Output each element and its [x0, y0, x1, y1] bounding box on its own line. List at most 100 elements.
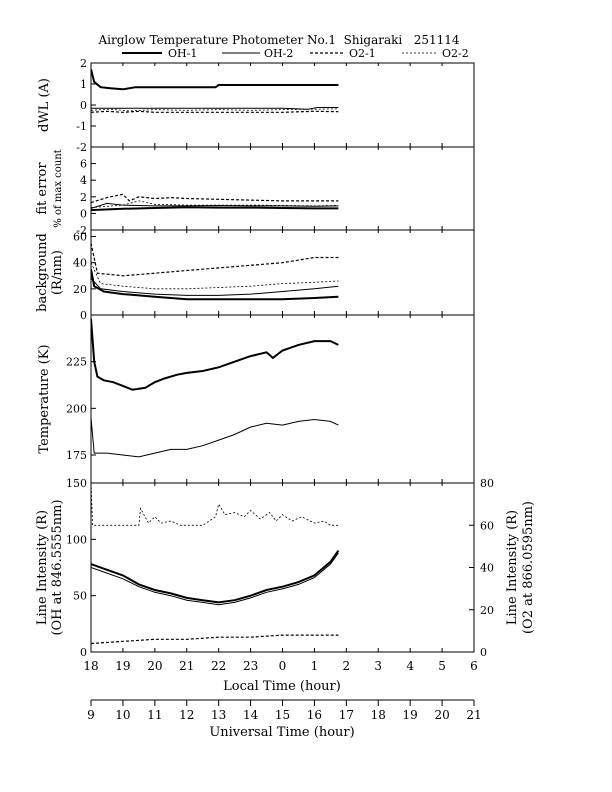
- panel-series-bg: [91, 242, 339, 301]
- y-tick-label-bg: 40: [73, 257, 87, 270]
- y2-axis-label-intensity: Line Intensity (R): [505, 510, 520, 625]
- series-line-bg-oh-1: [91, 269, 339, 301]
- y-axis-label-temp: Temperature (K): [37, 344, 52, 453]
- series-line-bg-oh-2: [91, 278, 339, 296]
- x-tick-label-universal: 12: [179, 708, 194, 722]
- x-tick-label-local: 5: [438, 659, 446, 673]
- series-line-intensity-o2-2: [91, 483, 339, 526]
- x-tick-label-universal: 20: [434, 708, 449, 722]
- x-tick-label-local: 20: [147, 659, 162, 673]
- legend-label-o2-2: O2-2: [442, 47, 469, 60]
- series-line-intensity-o2-1: [91, 634, 339, 645]
- y-tick-label-dwl: 1: [80, 78, 87, 91]
- y-tick-label-fit: 6: [80, 158, 87, 171]
- y-tick-label-intensity: 50: [73, 590, 87, 603]
- y2-axis-label-intensity: (O2 at 866.0595nm): [521, 501, 536, 634]
- series-line-dwl-o2-1: [91, 110, 339, 113]
- x-tick-label-universal: 10: [115, 708, 130, 722]
- y-tick-label-dwl: 2: [80, 57, 87, 70]
- y2-tick-label-intensity: 80: [480, 477, 494, 490]
- x-tick-label-universal: 13: [211, 708, 226, 722]
- x-tick-label-universal: 15: [275, 708, 290, 722]
- y-tick-label-dwl: -2: [76, 141, 87, 154]
- y-axis-label-fit: fit error: [35, 162, 50, 215]
- series-layer: [91, 69, 340, 645]
- y-tick-label-bg: 20: [73, 283, 87, 296]
- panel-series-dwl: [91, 69, 339, 113]
- x-tick-label-local: 0: [279, 659, 287, 673]
- y-tick-label-dwl: -1: [76, 120, 87, 133]
- y-tick-label-intensity: 0: [80, 646, 87, 659]
- x-tick-label-universal: 21: [466, 708, 481, 722]
- legend-label-oh-2: OH-2: [264, 47, 293, 60]
- x-tick-label-universal: 18: [371, 708, 386, 722]
- series-line-intensity-oh-2: [91, 552, 339, 606]
- x-tick-label-local: 18: [83, 659, 98, 673]
- y-tick-label-intensity: 100: [66, 533, 87, 546]
- x-tick-label-universal: 14: [243, 708, 259, 722]
- y2-tick-label-intensity: 40: [480, 562, 494, 575]
- series-line-temp-oh-1: [91, 318, 339, 391]
- series-line-dwl-oh-1: [91, 69, 339, 91]
- y-tick-label-temp: 225: [66, 356, 87, 369]
- y2-tick-label-intensity: 0: [480, 646, 487, 659]
- x-tick-label-universal: 19: [403, 708, 418, 722]
- y-tick-label-temp: 200: [66, 402, 87, 415]
- series-line-bg-o2-2: [91, 262, 339, 290]
- y-tick-label-fit: 2: [80, 191, 87, 204]
- x-tick-label-local: 4: [406, 659, 414, 673]
- x-tick-label-universal: 16: [307, 708, 322, 722]
- panel-frame-intensity: [90, 482, 475, 653]
- x-tick-label-universal: 11: [147, 708, 162, 722]
- panel-frame-fit: [90, 146, 475, 231]
- x-tick-label-universal: 9: [87, 708, 95, 722]
- panel-series-intensity: [91, 483, 340, 645]
- x-tick-label-universal: 17: [339, 708, 354, 722]
- series-line-fit-o2-2: [91, 200, 339, 208]
- series-line-temp-oh-2: [91, 417, 339, 458]
- x-tick-label-local: 6: [470, 659, 478, 673]
- panel-frame-bg: [90, 229, 475, 316]
- series-line-intensity-oh-1: [91, 550, 340, 604]
- legend: OH-1 OH-2 O2-1 O2-2: [122, 47, 469, 60]
- x-tick-label-local: 22: [211, 659, 226, 673]
- panel-series-fit: [91, 193, 339, 212]
- y-tick-label-bg: 60: [73, 231, 87, 244]
- series-line-fit-oh-1: [91, 206, 339, 212]
- y-tick-label-intensity: 150: [66, 477, 87, 490]
- y-axis-label-intensity: Line Intensity (R): [35, 510, 50, 625]
- x-axis-label-local: Local Time (hour): [223, 679, 341, 694]
- y2-tick-label-intensity: 60: [480, 519, 494, 532]
- panel-frames: [90, 62, 475, 653]
- x-tick-label-local: 2: [343, 659, 351, 673]
- series-line-dwl-o2-2: [91, 108, 339, 112]
- y-tick-label-fit: 0: [80, 207, 87, 220]
- y-axis-label-fit: % of max count: [53, 149, 64, 227]
- panel-frame-temp: [90, 314, 475, 484]
- series-line-bg-o2-1: [91, 242, 339, 277]
- x-axis-label-universal: Universal Time (hour): [209, 725, 354, 740]
- y-axis-label-dwl: dWL (A): [37, 78, 52, 132]
- series-line-fit-o2-1: [91, 193, 339, 204]
- y-axis-label-intensity: (OH at 846.5555nm): [50, 499, 65, 635]
- series-line-dwl-oh-2: [91, 107, 339, 110]
- legend-label-o2-1: O2-1: [349, 47, 376, 60]
- chart-title: Airglow Temperature Photometer No.1 Shig…: [98, 33, 460, 47]
- x-tick-label-local: 23: [243, 659, 258, 673]
- y-tick-label-fit: 4: [80, 174, 87, 187]
- panel-frame-dwl: [90, 62, 475, 148]
- y2-tick-label-intensity: 20: [480, 604, 494, 617]
- y-tick-label-temp: 175: [66, 449, 87, 462]
- y-tick-label-dwl: 0: [80, 99, 87, 112]
- x-tick-label-local: 3: [374, 659, 382, 673]
- panel-series-temp: [91, 318, 339, 458]
- y-tick-label-bg: 0: [80, 309, 87, 322]
- y-axis-label-bg: (R/nm): [50, 250, 65, 295]
- y-tick-label-fit: -2: [76, 224, 87, 237]
- x-tick-label-local: 19: [115, 659, 130, 673]
- legend-label-oh-1: OH-1: [168, 47, 197, 60]
- x-tick-label-local: 21: [179, 659, 194, 673]
- y-axis-label-bg: background: [35, 233, 50, 312]
